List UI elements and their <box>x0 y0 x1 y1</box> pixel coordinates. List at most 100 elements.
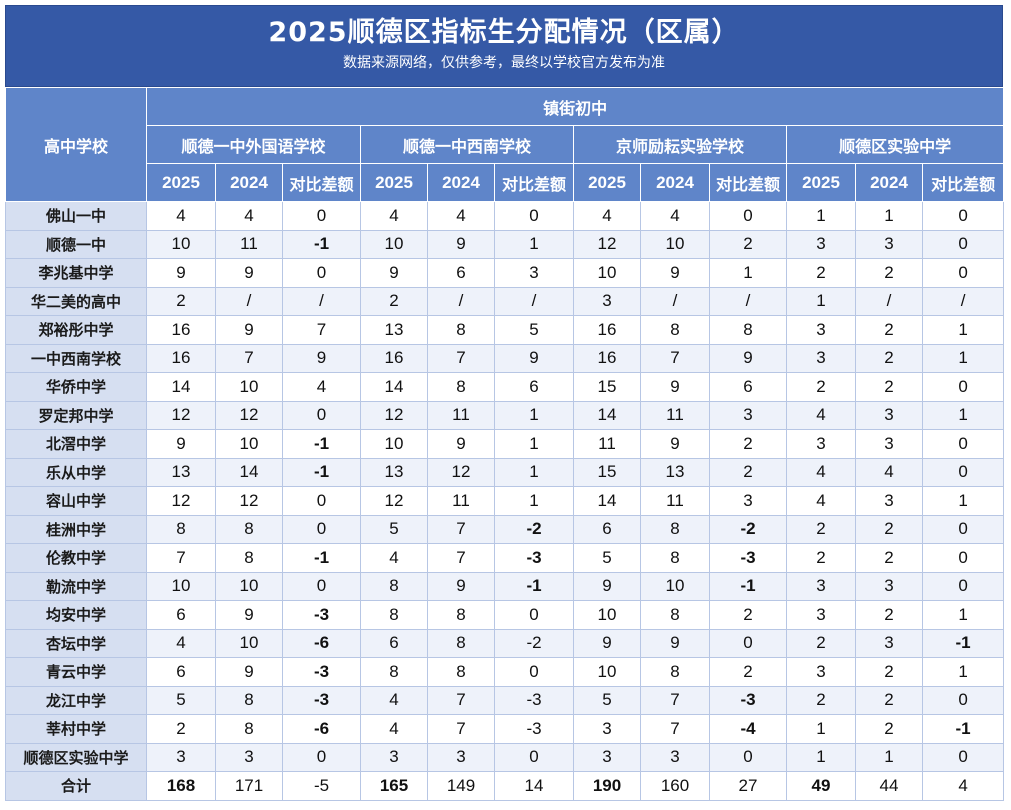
quota-cell: 7 <box>427 685 495 715</box>
difference-cell: -1 <box>282 229 361 259</box>
quota-cell: 9 <box>573 628 641 658</box>
quota-cell: 3 <box>786 571 856 601</box>
difference-cell: 1 <box>709 258 787 288</box>
difference-cell: 4 <box>282 372 361 402</box>
quota-cell: 2 <box>855 258 923 288</box>
high-school-name: 华侨中学 <box>5 372 147 402</box>
quota-cell: 9 <box>360 258 428 288</box>
difference-cell: -1 <box>282 457 361 487</box>
quota-cell: 8 <box>215 685 283 715</box>
quota-cell: 9 <box>640 258 710 288</box>
quota-cell: 2 <box>855 657 923 687</box>
difference-cell: 5 <box>494 315 574 345</box>
quota-cell: 10 <box>215 628 283 658</box>
table-row: 桂洲中学 8 8 0 5 7 -2 6 8 -2 2 2 0 <box>5 514 1005 544</box>
quota-cell: 2 <box>855 315 923 345</box>
quota-cell: 4 <box>640 201 710 231</box>
quota-cell: 10 <box>573 657 641 687</box>
page-subtitle: 数据来源网络，仅供参考，最终以学校官方发布为准 <box>343 55 665 71</box>
header-middle-school: 顺德一中外国语学校 <box>146 125 361 164</box>
difference-cell: 1 <box>921 315 1005 345</box>
difference-cell: 0 <box>282 400 361 430</box>
quota-cell: 7 <box>215 343 283 373</box>
quota-cell: 190 <box>573 771 641 801</box>
high-school-name: 罗定邦中学 <box>5 400 147 430</box>
difference-cell: 0 <box>282 486 361 516</box>
quota-cell: 8 <box>360 600 428 630</box>
difference-cell: 0 <box>494 201 574 231</box>
quota-cell: 2 <box>786 514 856 544</box>
difference-cell: 0 <box>282 571 361 601</box>
quota-cell: / <box>855 286 923 316</box>
quota-cell: 8 <box>640 315 710 345</box>
quota-cell: 4 <box>360 714 428 744</box>
quota-cell: 5 <box>360 514 428 544</box>
table-row: 伦教中学 7 8 -1 4 7 -3 5 8 -3 2 2 0 <box>5 543 1005 573</box>
quota-cell: 5 <box>573 543 641 573</box>
quota-cell: 3 <box>786 343 856 373</box>
quota-cell: 9 <box>427 429 495 459</box>
quota-cell: 9 <box>427 571 495 601</box>
high-school-name: 顺德区实验中学 <box>5 742 147 772</box>
table-container: 2025顺德区指标生分配情况（区属） 数据来源网络，仅供参考，最终以学校官方发布… <box>5 5 1005 801</box>
quota-cell: 12 <box>427 457 495 487</box>
quota-cell: 1 <box>786 742 856 772</box>
difference-cell: -3 <box>494 543 574 573</box>
difference-cell: -4 <box>709 714 787 744</box>
difference-cell: 0 <box>494 600 574 630</box>
quota-cell: 15 <box>573 372 641 402</box>
difference-cell: 1 <box>494 400 574 430</box>
difference-cell: 1 <box>494 486 574 516</box>
quota-cell: 3 <box>573 286 641 316</box>
header-school-column: 高中学校 <box>5 87 147 202</box>
difference-cell: / <box>709 286 787 316</box>
difference-cell: -1 <box>921 714 1005 744</box>
header-difference: 对比差额 <box>494 163 574 202</box>
quota-cell: 160 <box>640 771 710 801</box>
quota-cell: 165 <box>360 771 428 801</box>
difference-cell: -2 <box>494 514 574 544</box>
quota-cell: 4 <box>215 201 283 231</box>
quota-cell: 8 <box>427 315 495 345</box>
quota-cell: 1 <box>855 201 923 231</box>
header-year-2024: 2024 <box>215 163 283 202</box>
quota-cell: 12 <box>360 486 428 516</box>
quota-cell: 14 <box>573 400 641 430</box>
quota-cell: 3 <box>855 571 923 601</box>
difference-cell: 0 <box>921 685 1005 715</box>
quota-cell: 11 <box>215 229 283 259</box>
quota-cell: 2 <box>855 343 923 373</box>
difference-cell: 9 <box>282 343 361 373</box>
difference-cell: 1 <box>921 400 1005 430</box>
quota-cell: 9 <box>146 429 216 459</box>
header-year-2025: 2025 <box>786 163 856 202</box>
high-school-name: 莘村中学 <box>5 714 147 744</box>
difference-cell: 6 <box>494 372 574 402</box>
high-school-name: 乐从中学 <box>5 457 147 487</box>
quota-cell: 10 <box>360 229 428 259</box>
quota-cell: 8 <box>146 514 216 544</box>
quota-cell: 11 <box>427 486 495 516</box>
quota-cell: 4 <box>146 201 216 231</box>
difference-cell: 0 <box>709 742 787 772</box>
quota-cell: 8 <box>640 600 710 630</box>
quota-cell: 10 <box>146 229 216 259</box>
quota-cell: 16 <box>146 343 216 373</box>
quota-cell: 13 <box>360 315 428 345</box>
quota-cell: 2 <box>786 543 856 573</box>
quota-cell: 4 <box>427 201 495 231</box>
difference-cell: 4 <box>921 771 1005 801</box>
difference-cell: 2 <box>709 229 787 259</box>
difference-cell: -1 <box>282 429 361 459</box>
difference-cell: 3 <box>709 486 787 516</box>
quota-cell: 9 <box>640 372 710 402</box>
difference-cell: -3 <box>709 543 787 573</box>
quota-cell: 16 <box>573 315 641 345</box>
quota-cell: 6 <box>146 600 216 630</box>
quota-cell: / <box>427 286 495 316</box>
difference-cell: -1 <box>709 571 787 601</box>
quota-cell: 44 <box>855 771 923 801</box>
difference-cell: 1 <box>921 657 1005 687</box>
table-row: 勒流中学 10 10 0 8 9 -1 9 10 -1 3 3 0 <box>5 571 1005 601</box>
quota-cell: 5 <box>573 685 641 715</box>
